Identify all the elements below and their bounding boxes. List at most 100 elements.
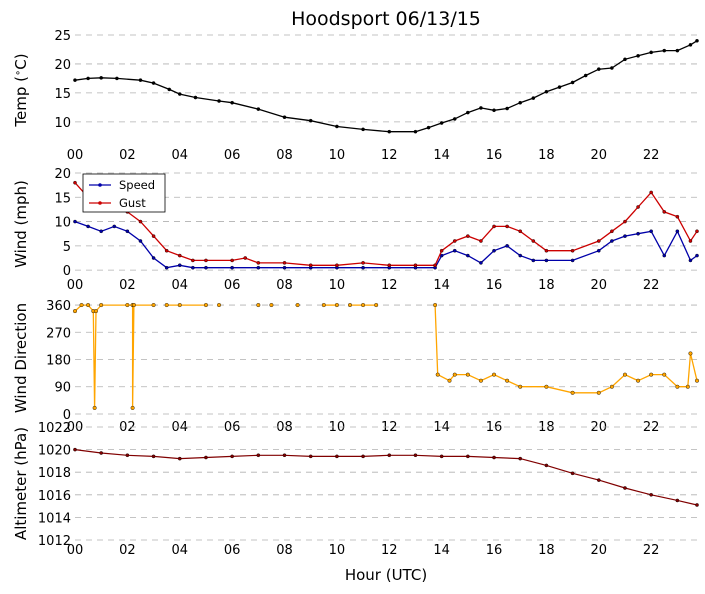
gust-point — [649, 190, 653, 195]
series-1-point — [86, 303, 91, 308]
x-tick-label: 22 — [643, 278, 660, 293]
x-tick-label: 14 — [433, 148, 450, 163]
series-1-point — [308, 454, 313, 459]
y-tick-label: 0 — [63, 264, 71, 279]
series-1-point — [217, 303, 222, 308]
series-1-point — [335, 124, 339, 129]
series-1-point — [544, 89, 549, 94]
series-1-point — [465, 372, 470, 377]
speed-point — [73, 219, 77, 224]
gust-point — [138, 219, 143, 224]
series-1-point — [177, 92, 182, 96]
series-1-point — [439, 121, 444, 125]
series-1-point — [435, 372, 440, 377]
series-1-point — [662, 48, 667, 53]
gust-point — [177, 253, 182, 258]
speed-point — [86, 224, 90, 229]
speed-point — [649, 229, 653, 234]
x-tick-label: 00 — [67, 420, 84, 435]
speed-point — [204, 265, 208, 270]
series-1-point — [544, 384, 549, 389]
x-tick-label: 14 — [433, 420, 450, 435]
speed-point — [177, 263, 182, 268]
gust-point — [675, 214, 680, 219]
series-1-point — [282, 115, 287, 120]
gust-point — [204, 258, 208, 263]
x-tick-label: 22 — [643, 148, 660, 163]
series-1-point — [361, 303, 366, 308]
series-1-point — [518, 384, 523, 389]
series-1-point — [387, 453, 392, 458]
x-tick-label: 16 — [486, 148, 503, 163]
x-tick-label: 00 — [67, 543, 84, 558]
gust-point — [164, 248, 169, 253]
series-1-point — [203, 303, 208, 308]
gust-point — [151, 234, 156, 238]
x-tick-label: 10 — [329, 278, 346, 293]
legend-label-gust: Gust — [119, 196, 146, 210]
series-1-point — [151, 454, 156, 459]
x-tick-label: 20 — [591, 420, 608, 435]
y-tick-label: 15 — [54, 87, 71, 102]
series-1-point — [131, 303, 136, 308]
series-1-point — [623, 486, 627, 490]
series-1-point — [374, 303, 379, 308]
series-1-point — [347, 303, 352, 308]
speed-point — [596, 248, 601, 253]
series-1-point — [505, 378, 510, 383]
series-1-point — [636, 378, 641, 383]
series-1-point — [518, 456, 523, 461]
x-tick-label: 10 — [329, 148, 346, 163]
series-1-point — [466, 110, 470, 115]
x-tick-label: 00 — [67, 278, 84, 293]
series-1-point — [230, 454, 234, 459]
gust-point — [361, 261, 365, 265]
legend-marker — [98, 201, 102, 205]
speed-point — [636, 231, 640, 236]
speed-point — [518, 253, 523, 258]
series-1-point — [479, 106, 483, 110]
x-tick-label: 12 — [381, 278, 398, 293]
series-1-point — [695, 38, 699, 43]
chart-title: Hoodsport 06/13/15 — [291, 8, 481, 30]
series-1-point — [685, 384, 690, 389]
y-tick-label: 90 — [54, 381, 71, 396]
x-tick-label: 02 — [119, 278, 136, 293]
series-1-point — [256, 107, 261, 111]
series-1-point — [256, 453, 261, 458]
gust-point — [256, 261, 261, 265]
speed-point — [544, 258, 549, 263]
series-1-point — [452, 117, 457, 121]
speed-point — [623, 234, 627, 238]
x-tick-label: 02 — [119, 543, 136, 558]
x-tick-label: 22 — [643, 420, 660, 435]
series-1-point — [623, 57, 627, 62]
series-1-point — [649, 372, 654, 377]
y-axis-label: Wind Direction — [12, 303, 30, 413]
gust-point — [544, 248, 549, 253]
series-1-point — [321, 303, 326, 308]
series-1-point — [447, 378, 452, 383]
series-1-point — [695, 503, 699, 507]
series-1-point — [79, 303, 84, 308]
series-1-point — [649, 492, 653, 497]
x-tick-label: 06 — [224, 148, 241, 163]
series-1-point — [636, 54, 640, 58]
series-1-point — [596, 67, 601, 71]
series-1-point — [609, 384, 614, 389]
speed-point — [125, 229, 130, 234]
y-tick-label: 1014 — [38, 511, 71, 526]
degree-symbol: ∘ — [13, 70, 24, 76]
x-tick-label: 10 — [329, 420, 346, 435]
series-1-point — [570, 471, 575, 476]
series-1-point — [695, 378, 700, 383]
legend-label-speed: Speed — [119, 178, 155, 192]
series-1-point — [433, 303, 438, 308]
series-1-point — [230, 100, 234, 105]
series-1-point — [177, 456, 182, 461]
series-1-point — [93, 309, 98, 314]
series-1-point — [193, 95, 198, 100]
series-1-point — [570, 390, 575, 395]
y-tick-label: 1016 — [38, 489, 71, 504]
